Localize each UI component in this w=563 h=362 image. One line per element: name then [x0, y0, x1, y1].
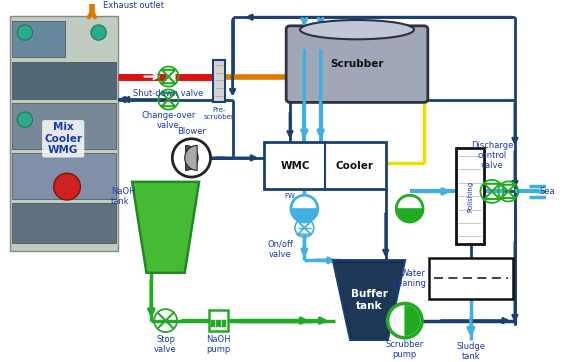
- Text: Discharge
control
valve: Discharge control valve: [471, 140, 513, 171]
- Text: Scrubber: Scrubber: [330, 59, 384, 69]
- Text: Mix
Cooler
WMG: Mix Cooler WMG: [44, 122, 82, 155]
- Text: On/off
valve: On/off valve: [267, 239, 293, 259]
- Circle shape: [91, 25, 106, 40]
- Bar: [12, 104, 116, 149]
- Text: NaOH
pump: NaOH pump: [206, 335, 230, 354]
- FancyBboxPatch shape: [286, 26, 428, 102]
- Text: WMC: WMC: [281, 161, 311, 171]
- Polygon shape: [335, 263, 403, 338]
- Bar: [455, 148, 484, 244]
- Wedge shape: [405, 306, 420, 336]
- Text: Shut-down valve: Shut-down valve: [133, 89, 204, 98]
- Text: Sea: Sea: [540, 187, 556, 196]
- Circle shape: [291, 195, 318, 222]
- Text: Polishing: Polishing: [467, 181, 473, 212]
- Bar: [213, 60, 225, 102]
- Bar: [10, 16, 118, 251]
- Bar: [12, 203, 116, 243]
- Wedge shape: [292, 209, 317, 221]
- Text: Sludge
tank: Sludge tank: [457, 342, 485, 361]
- Text: FW: FW: [284, 193, 296, 199]
- Bar: [222, 320, 226, 327]
- Text: Water
cleaning: Water cleaning: [390, 269, 426, 288]
- Bar: [264, 142, 386, 189]
- Text: Cooler: Cooler: [335, 161, 373, 171]
- Bar: [12, 62, 116, 98]
- Text: Stop
valve: Stop valve: [154, 335, 177, 354]
- Text: Scrubber
pump: Scrubber pump: [386, 340, 424, 359]
- Bar: [12, 21, 65, 58]
- Wedge shape: [186, 146, 198, 171]
- Bar: [209, 310, 228, 331]
- Circle shape: [17, 25, 33, 40]
- Polygon shape: [132, 182, 199, 273]
- Text: Exhaust outlet: Exhaust outlet: [104, 1, 164, 10]
- Wedge shape: [185, 146, 197, 171]
- Circle shape: [387, 303, 422, 338]
- Circle shape: [17, 112, 33, 127]
- Circle shape: [172, 139, 211, 177]
- Polygon shape: [333, 260, 405, 340]
- Bar: [211, 320, 216, 327]
- Ellipse shape: [300, 20, 414, 39]
- Wedge shape: [397, 209, 422, 221]
- Text: Change-over
valve: Change-over valve: [141, 111, 196, 130]
- Text: NaOH
tank: NaOH tank: [111, 187, 136, 206]
- Bar: [216, 320, 221, 327]
- Text: Pre-
scrubber: Pre- scrubber: [204, 107, 235, 120]
- Text: Blower: Blower: [177, 127, 206, 136]
- Bar: [429, 258, 513, 299]
- Bar: [12, 153, 116, 199]
- Circle shape: [396, 195, 423, 222]
- Circle shape: [53, 173, 81, 200]
- Text: Buffer
tank: Buffer tank: [351, 289, 387, 311]
